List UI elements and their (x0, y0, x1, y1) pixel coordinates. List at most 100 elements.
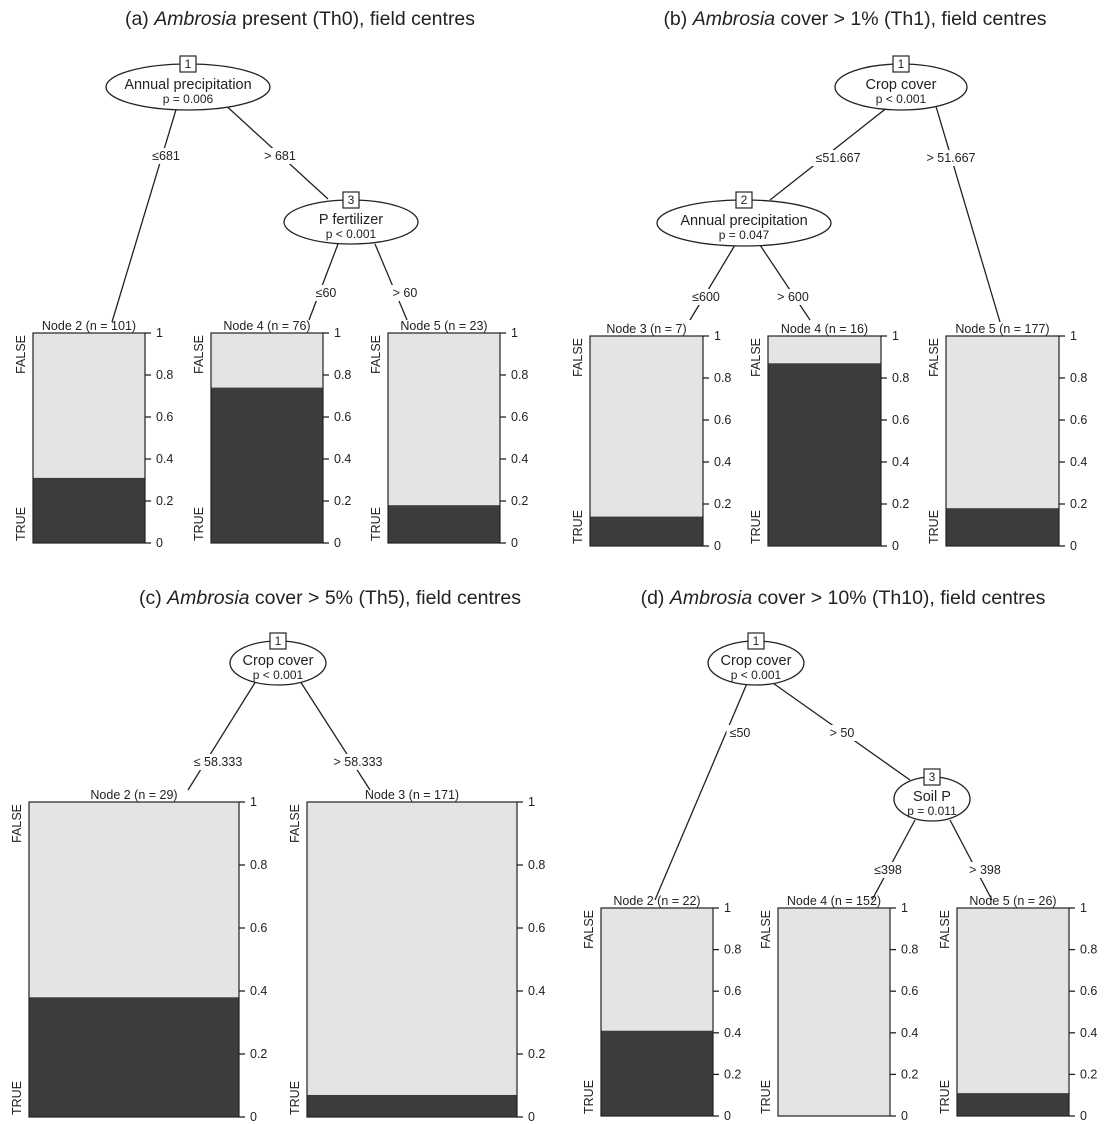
edge-label-bg (825, 725, 859, 741)
class-label-true: TRUE (759, 1080, 773, 1114)
edge-label-bg (312, 285, 340, 301)
bar-false (307, 802, 517, 1117)
split-variable: Annual precipitation (680, 213, 807, 229)
edge-label: > 398 (969, 863, 1001, 877)
terminal-node-label: Node 3 (n = 7) (606, 322, 686, 336)
panel-title-prefix: (d) (641, 587, 670, 609)
bar-frame (210, 332, 324, 544)
axis-tick-label: 0 (250, 1110, 257, 1124)
bar-true (590, 516, 703, 546)
class-label-false: FALSE (10, 804, 24, 843)
axis-tick-label: 1 (892, 329, 899, 343)
axis-tick-label: 0.2 (1080, 1067, 1097, 1081)
split-node-id-box (342, 191, 360, 209)
edge-label-bg (726, 725, 754, 741)
panel-title-suffix: present (Th0), field centres (237, 8, 476, 30)
panel-title-species: Ambrosia (669, 587, 753, 609)
tree-edge (759, 244, 811, 321)
axis-tick-label: 0 (156, 536, 163, 550)
class-label-true: TRUE (14, 507, 28, 541)
axis-tick-label: 1 (1080, 901, 1087, 915)
bar-frame (28, 801, 240, 1118)
edge-label-bg (187, 754, 249, 770)
axis-tick-label: 0.2 (714, 497, 731, 511)
axis-tick-label: 0.8 (901, 943, 918, 957)
terminal-node-label: Node 5 (n = 23) (400, 319, 487, 333)
axis-tick-label: 0.8 (250, 858, 267, 872)
axis-tick-label: 0.8 (334, 368, 351, 382)
tree-edge (308, 243, 339, 321)
edge-label: > 60 (393, 286, 418, 300)
axis-tick-label: 0.4 (511, 452, 528, 466)
edge-label: ≤60 (316, 286, 337, 300)
split-p-value: p < 0.001 (731, 668, 782, 682)
axis-tick-label: 0.2 (156, 494, 173, 508)
axis-tick-label: 0.8 (1080, 943, 1097, 957)
panel-title-prefix: (b) (663, 8, 692, 30)
terminal-node-label: Node 5 (n = 177) (955, 322, 1049, 336)
edge-label: ≤681 (152, 149, 180, 163)
terminal-node-label: Node 4 (n = 152) (787, 894, 881, 908)
class-label-false: FALSE (288, 804, 302, 843)
terminal-node-label: Node 2 (n = 101) (42, 319, 136, 333)
axis-tick-label: 0.6 (1070, 413, 1087, 427)
axis-tick-label: 0.4 (714, 455, 731, 469)
axis-tick-label: 0.4 (901, 1026, 918, 1040)
axis-tick-label: 0 (714, 539, 721, 553)
split-variable: P fertilizer (319, 212, 383, 228)
split-p-value: p = 0.006 (163, 92, 214, 106)
axis-tick-label: 0 (334, 536, 341, 550)
axis-tick-label: 0.4 (724, 1026, 741, 1040)
split-node-id: 1 (185, 57, 192, 71)
axis-tick-label: 1 (334, 326, 341, 340)
class-label-true: TRUE (288, 1081, 302, 1115)
terminal-node-label: Node 4 (n = 76) (223, 319, 310, 333)
tree-edge (111, 102, 179, 323)
bar-true (29, 997, 239, 1117)
axis-tick-label: 0.2 (334, 494, 351, 508)
class-label-true: TRUE (582, 1080, 596, 1114)
edge-label-bg (689, 289, 723, 305)
edge-label-bg (810, 150, 866, 166)
axis-tick-label: 1 (156, 326, 163, 340)
split-p-value: p = 0.011 (907, 804, 957, 818)
tree-edge (654, 680, 749, 901)
bar-frame (600, 907, 714, 1117)
class-label-false: FALSE (571, 338, 585, 377)
tree-edge (949, 819, 993, 901)
tree-edge (689, 244, 736, 321)
axis-tick-label: 0 (1070, 539, 1077, 553)
axis-tick-label: 0.4 (528, 984, 545, 998)
class-label-false: FALSE (582, 910, 596, 949)
bar-frame (777, 907, 891, 1117)
edge-label: ≤398 (874, 863, 902, 877)
bar-true (768, 363, 881, 546)
axis-tick-label: 0.6 (892, 413, 909, 427)
split-node-id-box (269, 632, 287, 650)
edge-label: > 681 (264, 149, 296, 163)
axis-tick-label: 0.4 (250, 984, 267, 998)
split-p-value: p = 0.047 (719, 228, 770, 242)
axis-tick-label: 1 (724, 901, 731, 915)
edge-label-bg (964, 862, 1006, 878)
edge-label: ≤51.667 (815, 151, 860, 165)
axis-tick-label: 0.6 (511, 410, 528, 424)
axis-tick-label: 0.2 (528, 1047, 545, 1061)
axis-tick-label: 1 (714, 329, 721, 343)
bar-false (590, 336, 703, 546)
panel-title-prefix: (c) (139, 587, 167, 609)
panel-title-prefix: (a) (125, 8, 154, 30)
split-node-id-box (179, 55, 197, 73)
bar-frame (387, 332, 501, 544)
panel-title: (b) Ambrosia cover > 1% (Th1), field cen… (663, 8, 1046, 30)
bar-frame (956, 907, 1070, 1117)
bar-true (388, 505, 500, 543)
axis-tick-label: 1 (528, 795, 535, 809)
bar-true (957, 1093, 1069, 1116)
bar-true (307, 1094, 517, 1117)
axis-tick-label: 0.2 (1070, 497, 1087, 511)
axis-tick-label: 0.8 (156, 368, 173, 382)
split-variable: Crop cover (243, 653, 314, 669)
axis-tick-label: 1 (901, 901, 908, 915)
axis-tick-label: 1 (1070, 329, 1077, 343)
